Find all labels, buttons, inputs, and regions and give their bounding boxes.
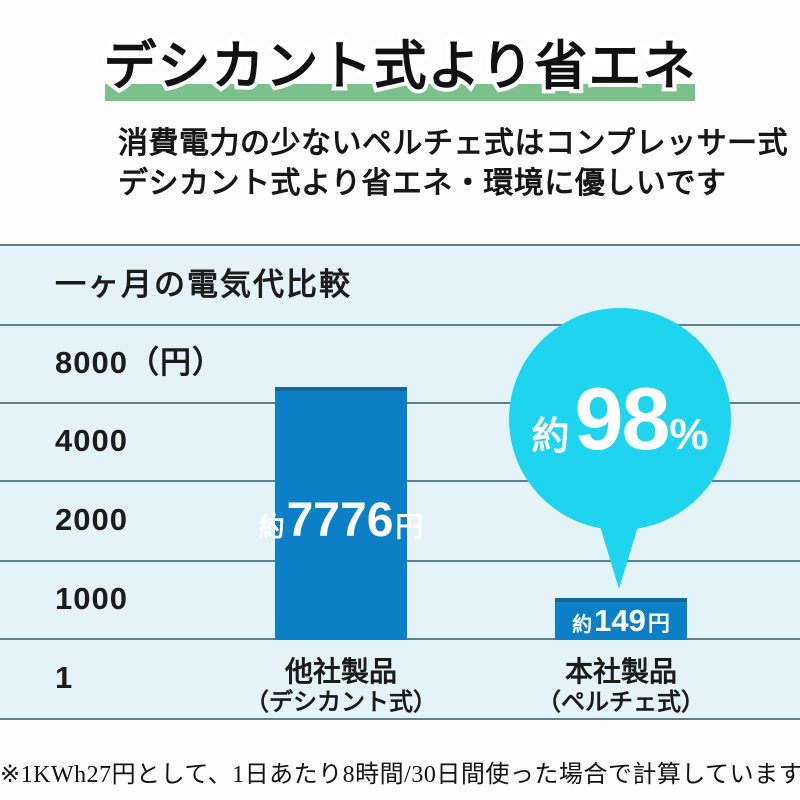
subtitle-line-2: デシカント式より省エネ・環境に優しいです xyxy=(118,167,727,200)
grid-line xyxy=(0,324,800,326)
y-axis-label-8000: 8000（円） xyxy=(55,345,224,380)
value-text: 149 xyxy=(594,603,646,638)
subtitle-line-1: 消費電力の少ないペルチェ式はコンプレッサー式 xyxy=(118,127,789,160)
category-our-product: 本社製品 （ペルチェ式） xyxy=(537,656,705,718)
chart-title: 一ヶ月の電気代比較 xyxy=(55,267,352,302)
grid-line xyxy=(0,718,800,720)
footnote: ※1KWh27円として、1日あたり8時間/30日間使った場合で計算しています。 xyxy=(0,762,800,788)
badge-text-row: 約 98% xyxy=(531,375,708,463)
grid-line xyxy=(0,244,800,246)
title-block: デシカント式より省エネ デシカント式より省エネ xyxy=(0,33,800,106)
unit-text: 円 xyxy=(395,511,424,542)
y-axis-label-1: 1 xyxy=(55,660,74,695)
page-title-text: デシカント式より省エネ xyxy=(103,37,697,96)
badge-approx: 約 xyxy=(531,416,570,458)
y-axis-label-4000: 4000 xyxy=(55,423,128,458)
badge-unit: % xyxy=(669,410,709,459)
bar-competitor: 約 7776 円 xyxy=(259,387,424,640)
value-text: 7776 xyxy=(286,494,394,547)
title-highlight-bar xyxy=(105,84,695,101)
savings-badge: 約 98% xyxy=(509,308,731,608)
category-name: 本社製品 xyxy=(564,656,677,687)
badge-text: 約 98% xyxy=(509,308,731,530)
category-type: （デシカント式） xyxy=(245,689,437,716)
y-axis-label-1000: 1000 xyxy=(55,581,128,616)
electricity-cost-chart: 一ヶ月の電気代比較 8000（円） 4000 2000 1000 1 約 7776… xyxy=(0,244,800,720)
category-competitor: 他社製品 （デシカント式） xyxy=(245,656,437,718)
badge-value: 98 xyxy=(574,369,671,468)
badge-circle xyxy=(509,308,731,530)
category-type: （ペルチェ式） xyxy=(537,689,705,716)
bar-our-product: 約 149 円 xyxy=(555,598,687,640)
approx-prefix: 約 xyxy=(258,512,285,542)
unit-text: 円 xyxy=(647,611,670,636)
bar-our-product-value: 約 149 円 xyxy=(555,603,687,638)
bar-competitor-value: 約 7776 円 xyxy=(259,494,424,547)
subtitle: 消費電力の少ないペルチェ式はコンプレッサー式 デシカント式より省エネ・環境に優し… xyxy=(118,124,788,204)
page-title-outline: デシカント式より省エネ xyxy=(100,33,700,100)
y-axis-label-2000: 2000 xyxy=(55,502,128,537)
approx-prefix: 約 xyxy=(572,614,593,636)
category-name: 他社製品 xyxy=(284,656,397,687)
page-title: デシカント式より省エネ デシカント式より省エネ xyxy=(0,33,800,106)
